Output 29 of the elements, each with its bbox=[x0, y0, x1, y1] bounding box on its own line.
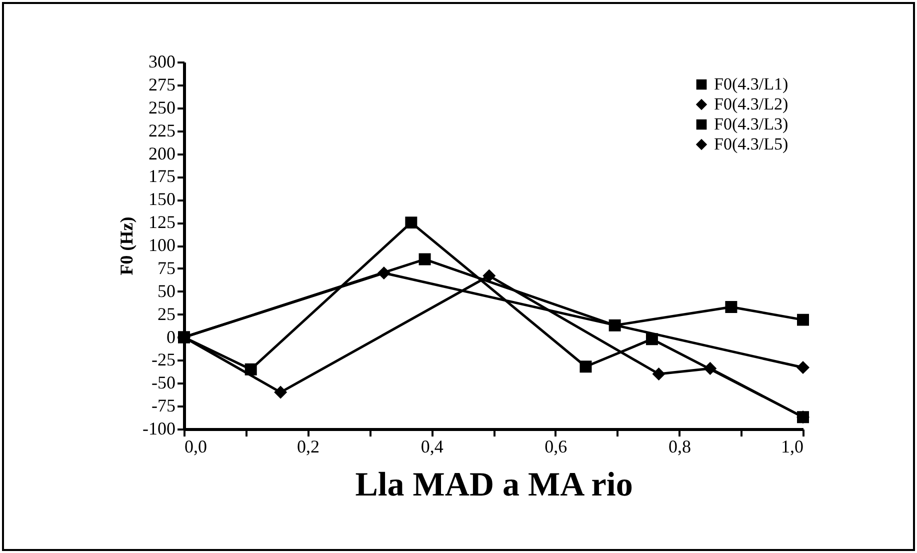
x-tick-label: 0,8 bbox=[668, 436, 691, 456]
x-tick-label: 0,6 bbox=[544, 436, 568, 456]
x-tick-label: 0,4 bbox=[420, 436, 444, 456]
y-tick-label: 25 bbox=[158, 304, 176, 324]
y-tick-label: -25 bbox=[152, 350, 176, 370]
legend-label: F0(4.3/L3) bbox=[714, 114, 788, 134]
y-tick-label: 50 bbox=[158, 280, 176, 301]
y-tick-label: 75 bbox=[158, 258, 176, 278]
y-tick-label: -50 bbox=[152, 372, 176, 393]
y-tick-label: -100 bbox=[142, 418, 176, 438]
x-tick-label: 0,2 bbox=[297, 436, 320, 456]
y-tick-label: -75 bbox=[152, 396, 176, 416]
y-tick-label: 100 bbox=[148, 235, 176, 255]
legend-label: F0(4.3/L1) bbox=[714, 74, 788, 94]
legend-label: F0(4.3/L2) bbox=[714, 94, 788, 114]
y-tick-label: 200 bbox=[148, 143, 176, 164]
y-tick-label: 150 bbox=[148, 189, 176, 210]
y-tick-label: 125 bbox=[148, 212, 176, 232]
y-tick-label: 0 bbox=[166, 326, 176, 347]
x-tick-label: 1,0 bbox=[781, 436, 804, 456]
y-tick-label: 250 bbox=[148, 97, 176, 118]
y-tick-label: 275 bbox=[148, 74, 176, 94]
legend-label: F0(4.3/L5) bbox=[714, 134, 788, 154]
y-tick-label: 175 bbox=[148, 166, 176, 186]
x-tick-label: 0,0 bbox=[184, 436, 207, 456]
y-tick-label: 225 bbox=[148, 120, 176, 140]
y-tick-label: 300 bbox=[148, 52, 176, 72]
y-axis-title: F0 (Hz) bbox=[116, 216, 137, 276]
x-axis-title: Lla MAD a MA rio bbox=[355, 466, 633, 504]
